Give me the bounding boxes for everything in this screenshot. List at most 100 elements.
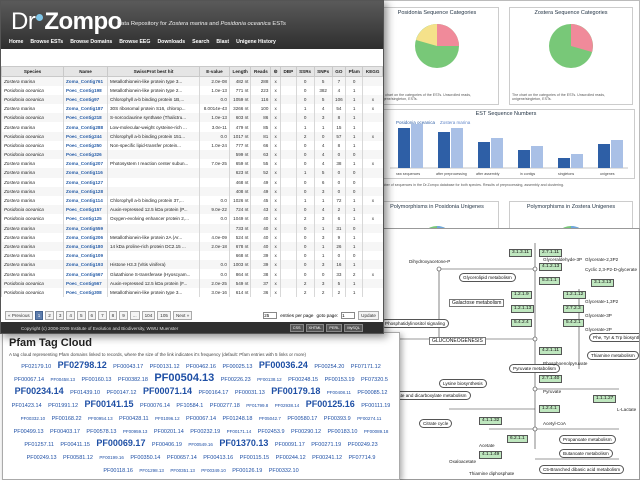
perl-badge[interactable]: PERL xyxy=(326,324,343,332)
pfam-tag-link[interactable]: PF01370.13 xyxy=(219,438,269,448)
contig-name-link[interactable]: Zoma_Contig127 xyxy=(63,177,108,187)
contig-name-link[interactable]: Zoma_Contig180 xyxy=(63,241,108,252)
pfam-tag-link[interactable]: PF07171.12 xyxy=(350,364,381,370)
pfam-tag-link[interactable]: PF00277.18 xyxy=(209,403,240,409)
pfam-tag-link[interactable]: PF00131.12 xyxy=(149,364,180,370)
contig-name-link[interactable]: Zoma_Contig187 xyxy=(63,104,108,114)
pfam-tag-link[interactable]: PF00504.13 xyxy=(154,372,215,384)
pfam-tag-link[interactable]: PF00091.17 xyxy=(274,442,305,448)
contig-name-link[interactable]: Zoma_Contig207 xyxy=(63,159,108,169)
pfam-tag-link[interactable]: PF00036.24 xyxy=(258,360,308,370)
pfam-tag-link[interactable]: PF00581.12 xyxy=(62,455,93,461)
pfam-tag-link[interactable]: PF00164.17 xyxy=(198,390,229,396)
column-header[interactable]: Reads xyxy=(250,66,272,77)
pfam-tag-link[interactable]: PF00382.18 xyxy=(117,377,148,383)
pfam-tag-link[interactable]: PF01257.11 xyxy=(24,442,54,448)
table-row[interactable]: Zostera marina Zoma_Contig761 Metallothion… xyxy=(1,76,383,86)
contig-name-link[interactable]: Zoma_Contig567 xyxy=(63,269,108,279)
table-row[interactable]: Posidonia oceanica Poec_Contig218 S-norcoc… xyxy=(1,113,383,123)
pfam-tag-link[interactable]: PF00069.17 xyxy=(96,438,146,448)
pfam-tag-link[interactable]: PF00249.13 xyxy=(26,455,57,461)
pfam-tag-link[interactable]: PF00234.14 xyxy=(14,386,64,396)
enzyme-box[interactable]: 2.7.1.40 xyxy=(539,375,563,383)
pfam-tag-link[interactable]: PF00025.13 xyxy=(222,364,253,370)
enzyme-box[interactable]: 1.2.4.1 xyxy=(539,405,560,413)
css-badge[interactable]: CSS xyxy=(289,324,304,332)
table-row[interactable]: Posidonia oceanica Poec_Contig97 Chlorophy… xyxy=(1,94,383,105)
pfam-tag-link[interactable]: PF00141.15 xyxy=(84,399,134,409)
pfam-tag-link[interactable]: PF00954.13 xyxy=(88,416,113,421)
pfam-tag-link[interactable]: PF00076.14 xyxy=(140,403,170,409)
table-row[interactable]: Posidonia oceanica Poec_Contig308 Metallot… xyxy=(1,287,383,297)
pathway-map-link[interactable]: Phosphatidylinositol signaling xyxy=(381,319,450,328)
pfam-tag-link[interactable]: PF00393.9 xyxy=(323,416,351,422)
pfam-tag-link[interactable]: PF00274.11 xyxy=(357,416,382,421)
pfam-tag-link[interactable]: PF00290.12 xyxy=(291,429,321,435)
pathway-box[interactable]: GLUCONEOGENESIS xyxy=(429,337,486,345)
pfam-tag-link[interactable]: PF00111.19 xyxy=(361,403,391,409)
pfam-tag-link[interactable]: PF00125.16 xyxy=(305,399,355,409)
pathway-map-link[interactable]: Pyruvate metabolism xyxy=(509,364,560,373)
pfam-tag-link[interactable]: PF00254.20 xyxy=(314,364,345,370)
page-link[interactable]: ... xyxy=(129,310,140,320)
xhtml-badge[interactable]: XHTML xyxy=(305,324,325,332)
pfam-tag-link[interactable]: PF01439.10 xyxy=(70,390,101,396)
contig-name-link[interactable]: Poec_Contig244 xyxy=(63,131,108,141)
pfam-tag-link[interactable]: PF00499.13 xyxy=(13,429,44,435)
page-link[interactable]: 1 xyxy=(34,310,44,320)
contig-name-link[interactable]: Zoma_Contig761 xyxy=(63,76,108,86)
contig-name-link[interactable]: Zoma_Contig288 xyxy=(63,122,108,132)
page-link[interactable]: 3 xyxy=(55,310,65,320)
pathway-map-link[interactable]: Phe, Tyr & Trp biosynthesis xyxy=(589,333,639,342)
pfam-tag-link[interactable]: PF05042.7 xyxy=(258,416,281,421)
contig-name-link[interactable]: Zoma_Contig559 xyxy=(63,223,108,233)
update-button[interactable]: Update xyxy=(358,310,379,320)
pathway-map-link[interactable]: Lysine biosynthesis xyxy=(439,379,487,388)
table-row[interactable]: Zostera marina Zoma_Contig206 Metallothion… xyxy=(1,232,383,242)
page-link[interactable]: 105 xyxy=(157,310,171,320)
nav-search[interactable]: Search xyxy=(192,39,210,45)
table-row[interactable]: Posidonia oceanica Poec_Contig250 Non-spec… xyxy=(1,140,383,150)
column-header[interactable]: ⚙ xyxy=(270,66,282,77)
enzyme-box[interactable]: 1.1.1.27 xyxy=(593,395,617,403)
next-page-button[interactable]: Next » xyxy=(172,310,193,320)
pfam-tag-link[interactable]: PF02938.14 xyxy=(274,403,300,408)
pfam-tag-link[interactable]: PF00411.15 xyxy=(60,442,90,448)
page-link[interactable]: 4 xyxy=(66,310,75,320)
pfam-tag-link[interactable]: PF01799.8 xyxy=(246,403,269,408)
pfam-tag-link[interactable]: PF00349.10 xyxy=(201,468,226,473)
enzyme-box[interactable]: 2.7.1.11 xyxy=(539,249,562,257)
pfam-tag-link[interactable]: PF02179.10 xyxy=(21,364,52,370)
contig-name-link[interactable]: Zoma_Contig193 xyxy=(63,260,108,270)
pathway-box[interactable]: Galactose metabolism xyxy=(449,299,505,307)
table-row[interactable]: Posidonia oceanica Poec_Contig244 Chloroph… xyxy=(1,131,383,141)
pfam-tag-link[interactable]: PF00248.15 xyxy=(288,377,319,383)
contig-name-link[interactable]: Zoma_Contig206 xyxy=(63,232,108,242)
enzyme-box[interactable]: 4.1.1.32 xyxy=(479,417,503,425)
contig-name-link[interactable]: Poec_Contig97 xyxy=(63,94,108,105)
pfam-tag-link[interactable]: PF00549.16 xyxy=(188,442,213,447)
pfam-tag-link[interactable]: PF00332.10 xyxy=(268,468,299,474)
pfam-tag-link[interactable]: PF10584.1 xyxy=(176,403,204,409)
pfam-tag-link[interactable]: PF00241.12 xyxy=(312,455,343,461)
pfam-tag-link[interactable]: PF00406.19 xyxy=(151,442,182,448)
pfam-tag-link[interactable]: PF00147.12 xyxy=(106,390,137,396)
pfam-tag-link[interactable]: PF00138.12 xyxy=(257,377,282,382)
table-row[interactable]: Zostera marina Zoma_Contig128 408 nt 49 x 0 3 0… xyxy=(1,186,383,196)
enzyme-box[interactable]: 2.7.2.3 xyxy=(563,305,584,313)
pfam-tag-link[interactable]: PF00428.11 xyxy=(119,416,149,422)
contig-name-link[interactable]: Poec_Contig250 xyxy=(63,140,108,150)
pathway-map-link[interactable]: Propanoate metabolism xyxy=(559,435,616,444)
contig-name-link[interactable]: Poec_Contig198 xyxy=(63,85,108,95)
page-link[interactable]: 7 xyxy=(98,310,107,320)
nav-blast[interactable]: Blast xyxy=(216,39,230,45)
column-header[interactable]: E-value xyxy=(199,66,230,77)
table-row[interactable]: Zostera marina Zoma_Contig567 Glutathione … xyxy=(1,269,383,279)
pfam-tag-link[interactable]: PF02453.9 xyxy=(257,429,285,435)
table-row[interactable]: Posidonia oceanica Poec_Contig157 Auxin-re… xyxy=(1,205,383,215)
enzyme-box[interactable]: 5.4.2.4 xyxy=(511,319,532,327)
pfam-tag-link[interactable]: PF00199.16 xyxy=(99,455,124,460)
column-header[interactable]: KEGG xyxy=(362,66,383,77)
pfam-tag-link[interactable]: PF00089.18 xyxy=(363,429,389,434)
contig-name-link[interactable]: Poec_Contig218 xyxy=(63,113,108,123)
